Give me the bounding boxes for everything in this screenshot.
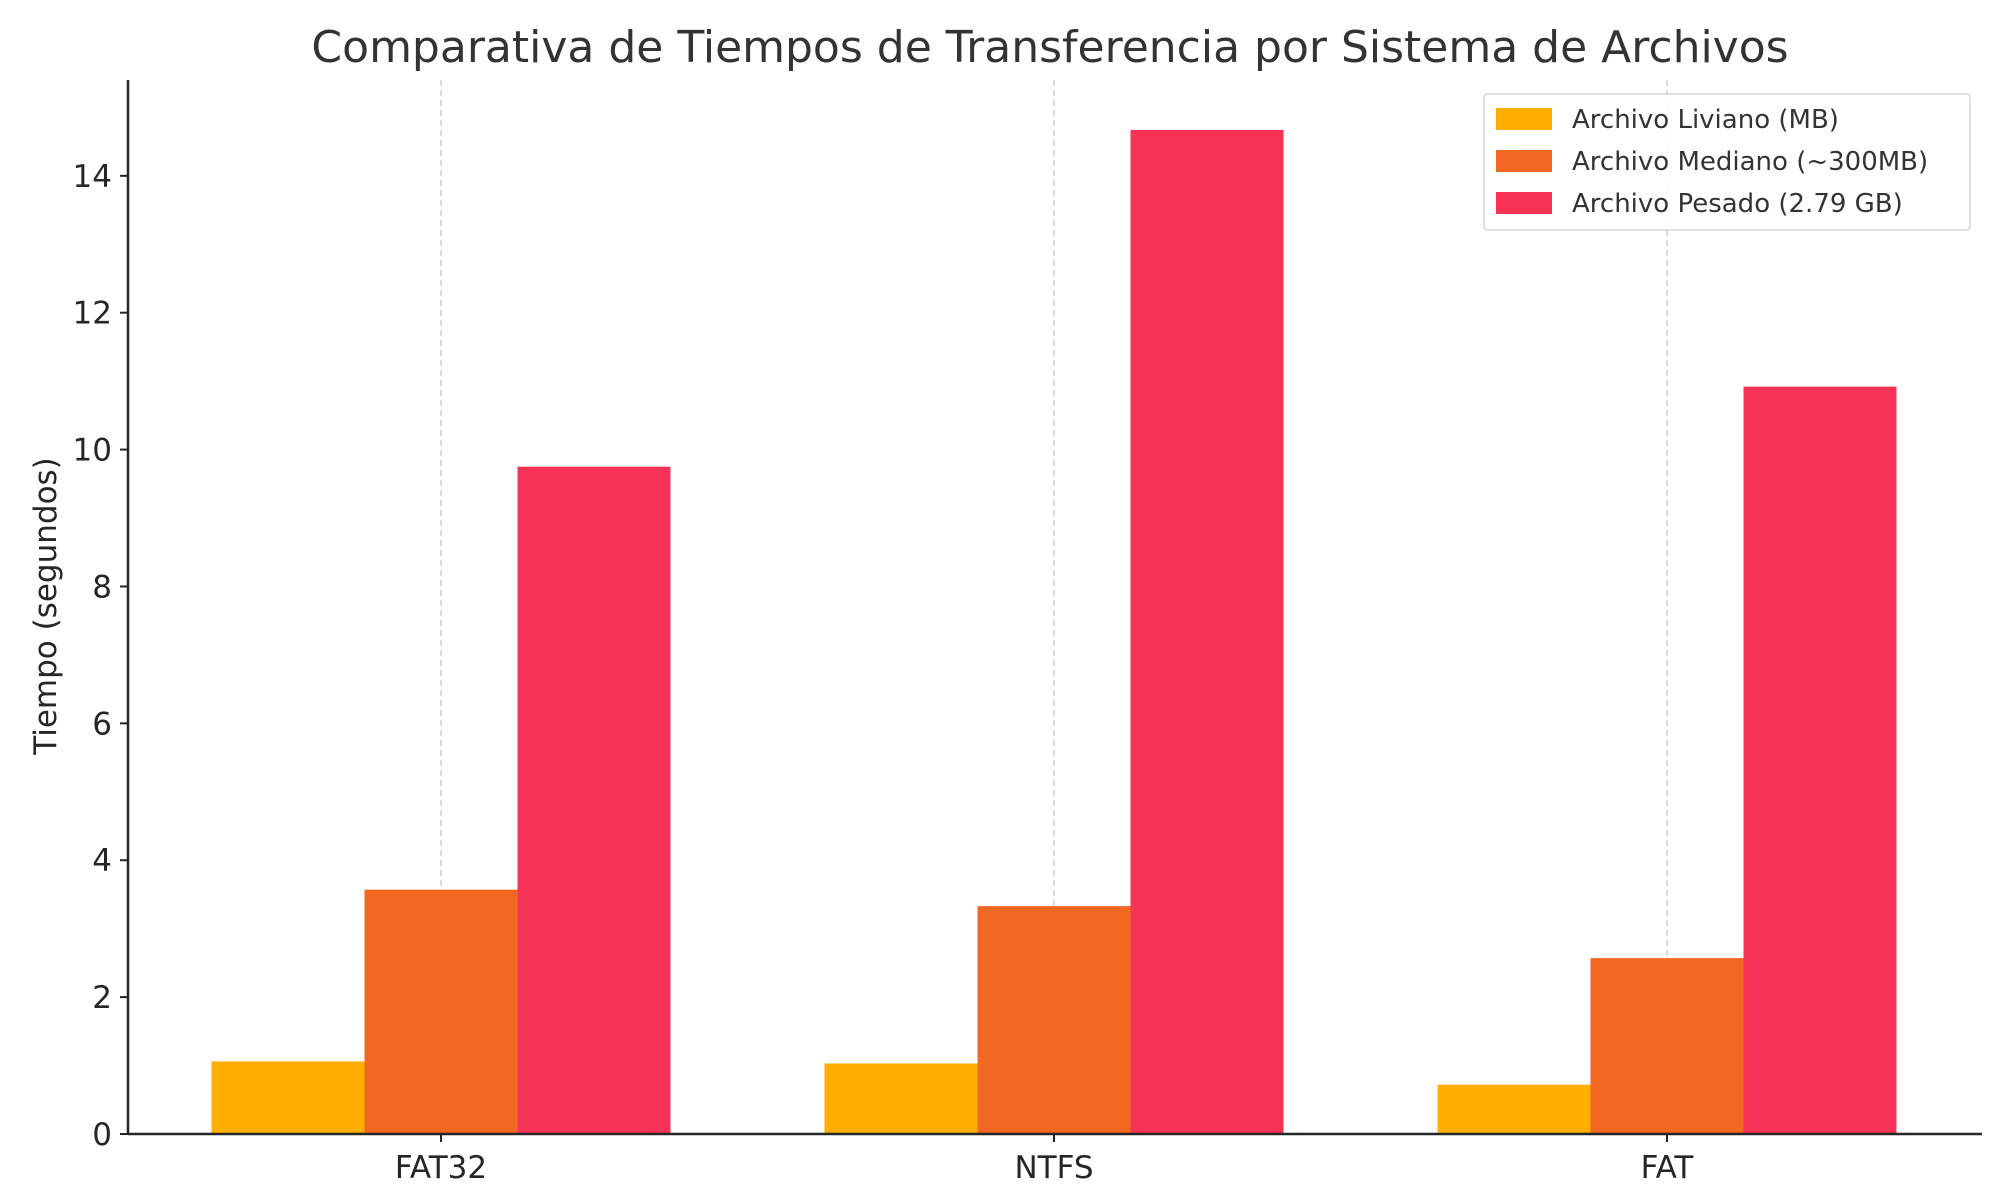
grid-lines <box>440 80 1668 1134</box>
bar-fat-series-3 <box>1743 386 1897 1135</box>
chart-title: Comparativa de Tiempos de Transferencia … <box>311 22 1788 73</box>
bar-fat32-series-1 <box>211 1061 365 1134</box>
x-tick-label: FAT32 <box>395 1150 487 1186</box>
bar-fat32-series-2 <box>364 889 518 1134</box>
bars <box>211 129 1897 1135</box>
y-tick-label: 4 <box>92 843 112 879</box>
legend-label-3: Archivo Pesado (2.79 GB) <box>1572 189 1903 219</box>
legend-box <box>1483 93 1971 231</box>
y-tick-label: 8 <box>92 569 112 605</box>
y-tick-label: 2 <box>92 980 112 1016</box>
legend: Archivo Liviano (MB) Archivo Mediano (~30… <box>1483 93 1971 231</box>
bar-ntfs-series-1 <box>824 1063 978 1134</box>
legend-swatch-3 <box>1496 192 1552 214</box>
bar-fat-series-2 <box>1590 958 1744 1134</box>
legend-swatch-1 <box>1496 108 1552 130</box>
legend-swatch-2 <box>1496 150 1552 172</box>
legend-label-2: Archivo Mediano (~300MB) <box>1572 147 1928 177</box>
tick-labels: 0 2 4 6 8 10 12 14 FAT32 NTFS FAT <box>73 159 1695 1186</box>
bar-fat-series-1 <box>1437 1084 1591 1134</box>
legend-label-1: Archivo Liviano (MB) <box>1572 105 1839 135</box>
bar-ntfs-series-3 <box>1130 129 1284 1134</box>
x-tick-label: FAT <box>1641 1150 1695 1186</box>
bar-fat32-series-3 <box>517 466 671 1134</box>
x-tick-label: NTFS <box>1014 1150 1093 1186</box>
y-tick-label: 6 <box>92 706 112 742</box>
y-tick-label: 14 <box>73 159 112 195</box>
y-axis-label: Tiempo (segundos) <box>28 457 64 756</box>
y-tick-label: 10 <box>73 433 112 469</box>
y-tick-label: 0 <box>92 1117 112 1153</box>
bar-ntfs-series-2 <box>977 906 1131 1134</box>
y-tick-label: 12 <box>73 296 112 332</box>
